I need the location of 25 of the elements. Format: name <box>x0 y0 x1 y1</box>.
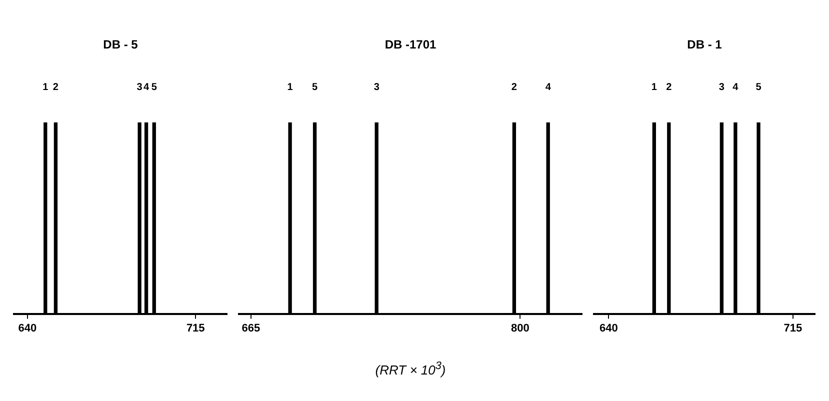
annotation: 4 <box>545 82 552 94</box>
x-axis-title: (RRT × 10$^{3}$) <box>374 360 447 378</box>
x-tick-label: 640 <box>18 322 37 334</box>
annotation: 2 <box>52 82 59 94</box>
x-tick-label: 800 <box>511 322 530 334</box>
annotation: 5 <box>756 82 762 94</box>
annotation: 3 <box>374 82 380 94</box>
annotation: 4 <box>732 82 739 94</box>
chart-title: DB - 1 <box>687 38 722 52</box>
x-tick-label: 715 <box>784 322 802 334</box>
annotation: 2 <box>511 82 518 94</box>
chart-title: DB -1701 <box>384 38 437 52</box>
annotation: 1 <box>287 82 294 94</box>
annotation: 5 <box>151 82 158 94</box>
annotation: 3 <box>718 82 725 94</box>
annotation: 5 <box>312 82 318 94</box>
annotation: 2 <box>666 82 672 94</box>
annotation: 3 <box>136 82 143 94</box>
x-tick-label: 715 <box>186 322 205 334</box>
annotation: 1 <box>42 82 49 94</box>
annotation: 4 <box>144 82 150 94</box>
chart-title: DB - 5 <box>103 38 138 52</box>
annotation: 1 <box>651 82 658 94</box>
x-tick-label: 640 <box>600 322 618 334</box>
x-tick-label: 665 <box>242 322 260 334</box>
